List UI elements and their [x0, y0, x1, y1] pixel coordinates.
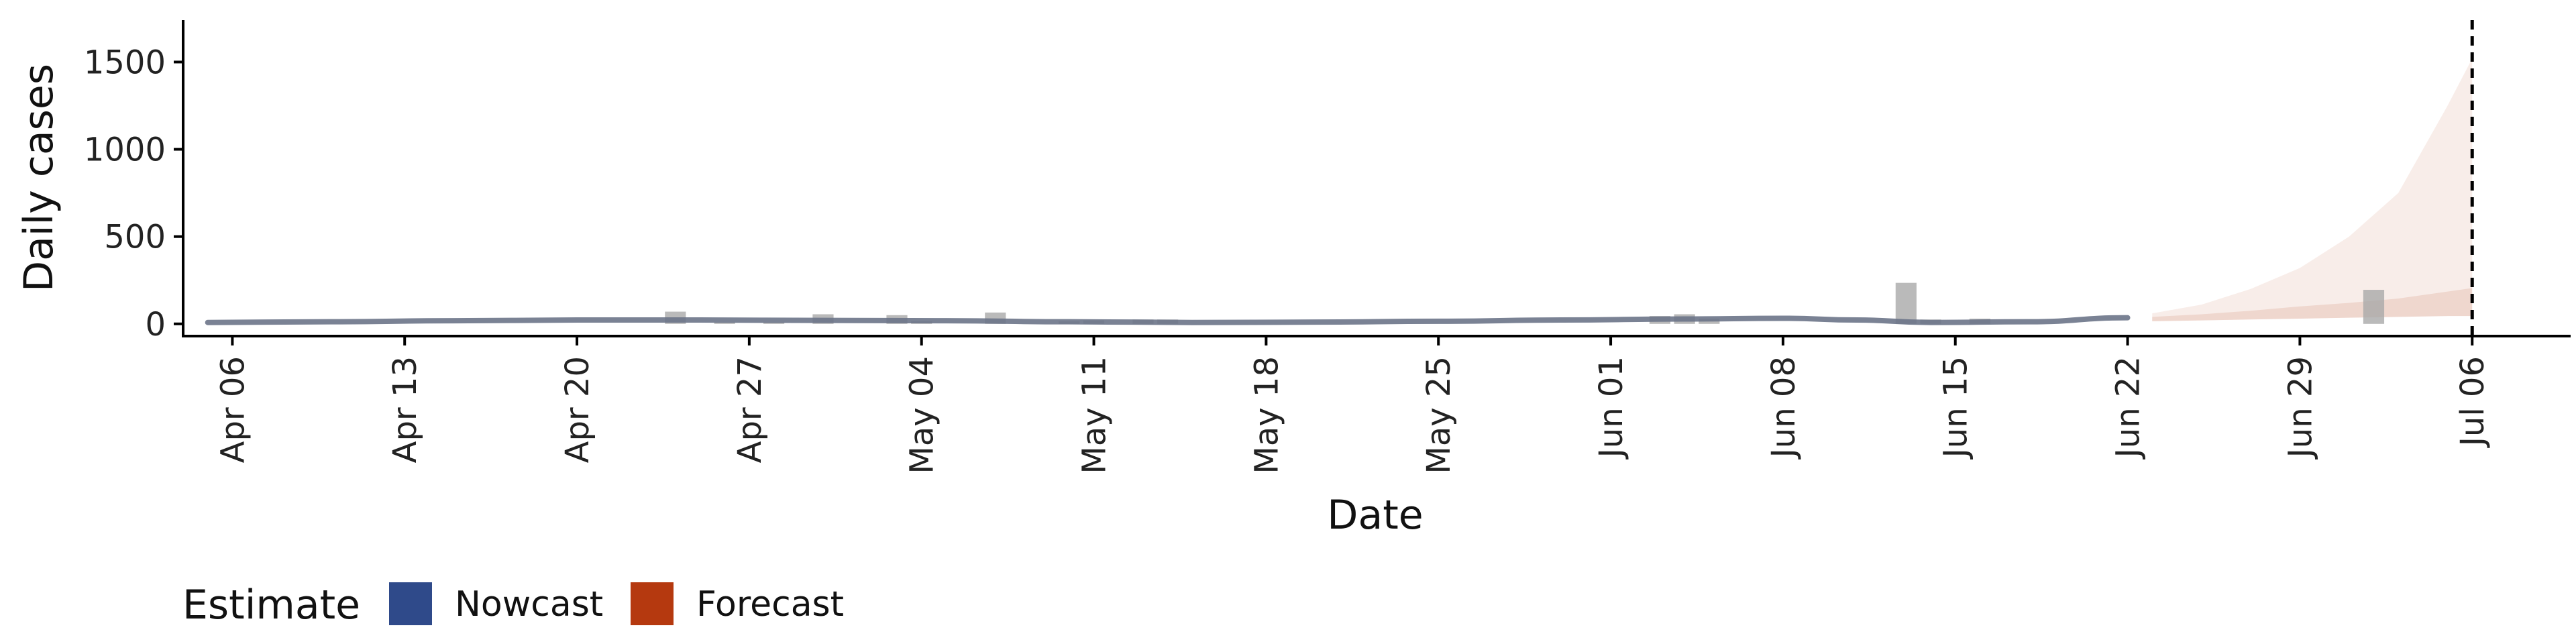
x-tick-label: Jun 22: [2110, 356, 2147, 460]
x-axis-title: Date: [1327, 492, 1423, 539]
x-tick-label: Apr 13: [386, 356, 424, 463]
x-tick-label: Apr 27: [731, 356, 769, 463]
legend: Estimate Nowcast Forecast: [182, 582, 844, 629]
x-tick-label: May 04: [904, 356, 941, 474]
y-axis-ticks: 0 500 1000 1500: [84, 44, 183, 343]
nowcast-line-layer: [205, 315, 2131, 325]
nowcast-line: [205, 315, 2131, 325]
y-tick-label: 1500: [84, 44, 166, 81]
forecast-band-layer: [2152, 58, 2473, 321]
forecast-inner-band: [2152, 288, 2473, 321]
legend-swatch-forecast: [631, 582, 674, 625]
x-tick-label: Apr 20: [559, 356, 596, 463]
x-tick-label: Jun 08: [1765, 356, 1803, 460]
x-tick-label: May 18: [1248, 356, 1285, 474]
legend-title: Estimate: [182, 582, 360, 629]
legend-swatch-nowcast: [389, 582, 432, 625]
y-tick-label: 1000: [84, 131, 166, 169]
y-tick-label: 500: [104, 219, 166, 256]
legend-label-forecast: Forecast: [696, 584, 844, 625]
case-bar: [1895, 282, 1917, 324]
x-tick-label: Jun 01: [1593, 356, 1630, 460]
y-tick-label: 0: [145, 306, 166, 343]
case-bar: [763, 322, 785, 324]
legend-label-nowcast: Nowcast: [455, 584, 603, 625]
forecast-outer-band: [2152, 58, 2473, 321]
x-tick-label: Apr 06: [214, 356, 252, 463]
case-bar: [714, 322, 735, 324]
x-tick-label: Jun 29: [2282, 356, 2319, 460]
case-bar: [2363, 290, 2385, 324]
x-axis-ticks: Apr 06 Apr 13 Apr 20 Apr 27 May 04 May 11 May …: [214, 336, 2491, 474]
x-tick-label: May 11: [1076, 356, 1114, 474]
y-axis-title: Daily cases: [15, 64, 62, 292]
x-tick-label: Jul 06: [2454, 356, 2491, 448]
x-tick-label: May 25: [1420, 356, 1458, 474]
x-tick-label: Jun 15: [1937, 356, 1975, 460]
